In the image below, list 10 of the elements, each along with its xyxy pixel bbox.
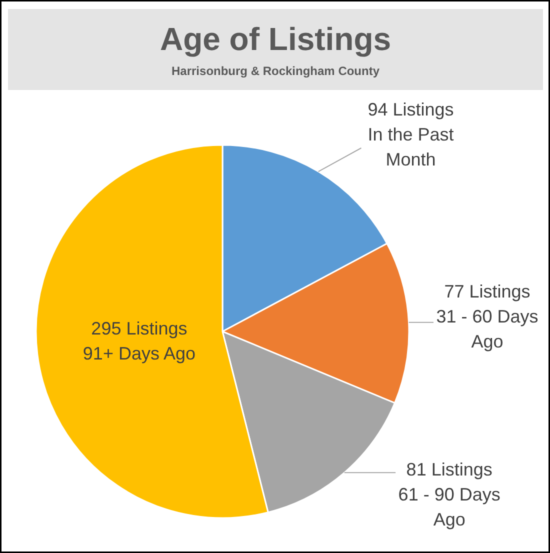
data-label: 77 Listings [444,282,530,302]
slice-label: 91+ Days Ago [82,343,196,364]
data-label: 295 Listings [91,318,188,338]
data-label: 81 Listings [406,460,492,480]
slice-label: 61 - 90 Days Ago [398,484,500,530]
data-label: 94 Listings [368,100,454,120]
chart-title: Age of Listings [160,21,392,57]
slice-label: 31 - 60 Days Ago [436,306,538,352]
slice-label: In the Past Month [368,124,454,170]
chart-subtitle: Harrisonburg & Rockingham County [171,64,380,78]
